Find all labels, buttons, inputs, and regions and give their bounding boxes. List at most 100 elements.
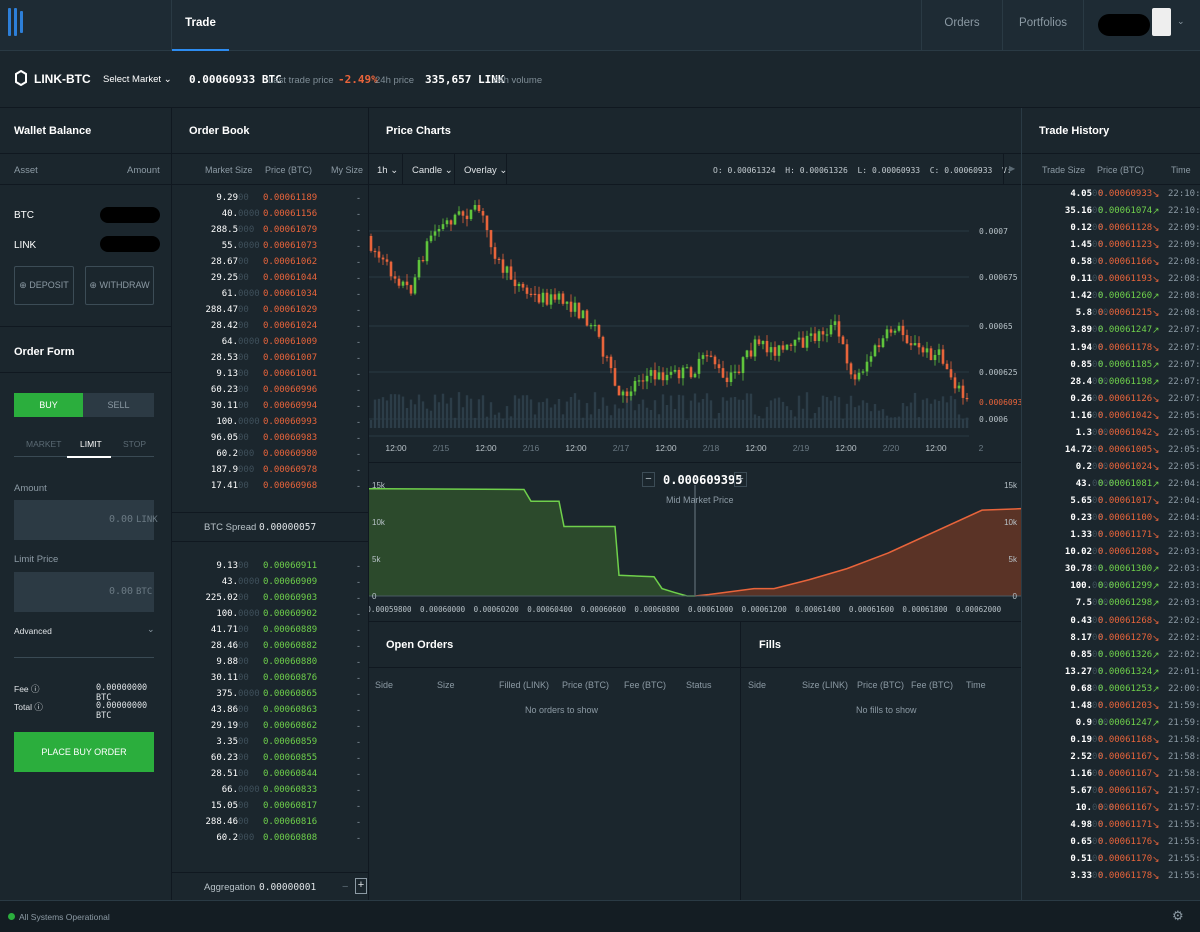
volume-bar xyxy=(373,399,377,428)
limit-price-input[interactable]: 0.00 BTC xyxy=(14,572,154,612)
order-book-row[interactable]: 64. 0000 0.00061009- xyxy=(221,337,360,347)
order-book-row[interactable]: 60.2 000 0.00060808- xyxy=(216,833,360,843)
depth-chart[interactable]: 15k 15k 10k 10k 5k 5k 0 0 0.00059800 0.00060000 0.… xyxy=(369,463,1021,620)
tab-orders[interactable]: Orders xyxy=(944,17,980,29)
depth-zoom-in-button[interactable]: + xyxy=(734,472,747,487)
tab-portfolios[interactable]: Portfolios xyxy=(1019,17,1067,29)
order-book-row[interactable]: 43. 0000 0.00060909- xyxy=(221,577,360,587)
order-book-row[interactable]: 375. 0000 0.00060865- xyxy=(216,689,360,699)
x-tick-label: 12:00 xyxy=(925,443,947,453)
candle xyxy=(953,377,957,389)
chevron-down-icon[interactable]: ⌄ xyxy=(1177,16,1185,26)
amount-input[interactable]: 0.00 LINK xyxy=(14,500,158,540)
advanced-toggle[interactable]: Advanced xyxy=(14,626,52,636)
order-book-row[interactable]: 29.19 00 0.00060862- xyxy=(210,721,360,731)
gear-icon[interactable]: ⚙ xyxy=(1172,908,1184,923)
order-book-row[interactable]: 28.46 00 0.00060882- xyxy=(210,641,360,651)
order-book-row[interactable]: 9.88 00 0.00060880- xyxy=(216,657,360,667)
order-book-row[interactable]: 9.29 00 0.00061189- xyxy=(216,193,360,203)
tab-market[interactable]: MARKET xyxy=(26,439,62,449)
order-book-row[interactable]: 28.42 00 0.00061024- xyxy=(210,321,360,331)
order-book-row[interactable]: 43.86 00 0.00060863- xyxy=(210,705,360,715)
candle xyxy=(433,231,437,236)
order-book-row[interactable]: 100. 0000 0.00060993- xyxy=(216,417,360,427)
order-book-row[interactable]: 9.13 00 0.00061001- xyxy=(216,369,360,379)
select-market-button[interactable]: Select Market ⌄ xyxy=(103,74,172,85)
sell-toggle[interactable]: SELL xyxy=(83,393,154,417)
chart-type-select[interactable]: Candle ⌄ xyxy=(412,165,453,176)
order-book-row[interactable]: 9.13 00 0.00060911- xyxy=(216,561,360,571)
candle xyxy=(653,370,657,380)
order-book-row[interactable]: 61. 0000 0.00061034- xyxy=(221,289,360,299)
volume-bar xyxy=(609,415,613,428)
order-book-row[interactable]: 41.71 00 0.00060889- xyxy=(210,625,360,635)
candlestick-chart[interactable]: 0.0007 0.000675 0.00065 0.000625 0.0006 0.000… xyxy=(369,186,1021,462)
order-book-row[interactable]: 28.67 00 0.00061062- xyxy=(210,257,360,267)
x-tick-label: 2 xyxy=(979,443,984,453)
order-book-row[interactable]: 66. 0000 0.00060833- xyxy=(221,785,360,795)
order-book-row[interactable]: 29.25 00 0.00061044- xyxy=(210,273,360,283)
chevron-down-icon[interactable]: ⌄ xyxy=(147,624,155,634)
total-value: 0.00000000 BTC xyxy=(96,701,148,721)
volume-bar xyxy=(885,415,889,428)
order-book-row[interactable]: 288.47 00 0.00061029- xyxy=(205,305,360,315)
candle xyxy=(649,370,653,376)
order-book-row[interactable]: 60.2 000 0.00060980- xyxy=(216,449,360,459)
candle xyxy=(577,302,581,319)
order-book-row[interactable]: 30.11 00 0.00060876- xyxy=(210,673,360,683)
place-buy-order-button[interactable]: PLACE BUY ORDER xyxy=(14,732,154,772)
order-book-row[interactable]: 55. 0000 0.00061073- xyxy=(221,241,360,251)
buy-toggle[interactable]: BUY xyxy=(14,393,83,417)
candle xyxy=(569,301,573,312)
order-book-row[interactable]: 288.46 00 0.00060816- xyxy=(205,817,360,827)
play-icon[interactable]: ▶ xyxy=(1009,164,1016,173)
withdraw-button[interactable]: ⊕ WITHDRAW xyxy=(85,266,154,305)
candle xyxy=(393,276,397,279)
order-book-row[interactable]: 225.02 00 0.00060903- xyxy=(205,593,360,603)
interval-select[interactable]: 1h ⌄ xyxy=(377,165,399,176)
tab-stop[interactable]: STOP xyxy=(123,439,146,449)
order-book-row[interactable]: 60.23 00 0.00060855- xyxy=(210,753,360,763)
candle xyxy=(885,329,889,339)
user-name-redacted[interactable] xyxy=(1098,14,1150,36)
volume-bar xyxy=(929,403,933,428)
order-book-row[interactable]: 3.35 00 0.00060859- xyxy=(216,737,360,747)
order-book-row[interactable]: 17.41 00 0.00060968- xyxy=(210,481,360,491)
order-book-row[interactable]: 28.53 00 0.00061007- xyxy=(210,353,360,363)
avatar[interactable] xyxy=(1152,8,1171,36)
order-book-row[interactable]: 288.5 000 0.00061079- xyxy=(210,225,360,235)
order-book-row[interactable]: 100. 0000 0.00060902- xyxy=(216,609,360,619)
candle xyxy=(381,257,385,260)
volume-bar xyxy=(653,400,657,428)
trend-arrow-icon: ↘ xyxy=(1152,461,1160,472)
trend-arrow-icon: ↘ xyxy=(1152,427,1160,438)
order-book-row[interactable]: 40. 0000 0.00061156- xyxy=(221,209,360,219)
volume-bar xyxy=(561,414,565,428)
candle xyxy=(477,205,481,212)
overlay-select[interactable]: Overlay ⌄ xyxy=(464,165,508,176)
order-book-row[interactable]: 96.05 00 0.00060983- xyxy=(210,433,360,443)
order-book-title: Order Book xyxy=(172,108,368,154)
candle xyxy=(549,294,553,305)
depth-y-tick: 0 xyxy=(1013,592,1018,601)
aggregation-increase-button[interactable]: + xyxy=(355,878,367,894)
candle xyxy=(473,205,477,210)
app-logo-icon[interactable] xyxy=(8,8,24,36)
order-book-row[interactable]: 30.11 00 0.00060994- xyxy=(210,401,360,411)
tab-limit[interactable]: LIMIT xyxy=(80,439,102,449)
aggregation-decrease-button[interactable]: − xyxy=(342,881,349,893)
volume-bar xyxy=(825,397,829,428)
order-book-row[interactable]: 15.05 00 0.00060817- xyxy=(210,801,360,811)
trend-arrow-icon: ↘ xyxy=(1152,189,1160,199)
candle xyxy=(777,345,781,356)
tab-trade[interactable]: Trade xyxy=(172,0,229,51)
order-book-row[interactable]: 28.51 00 0.00060844- xyxy=(210,769,360,779)
order-book-row[interactable]: 187.9 000 0.00060978- xyxy=(210,465,360,475)
deposit-button[interactable]: ⊕ DEPOSIT xyxy=(14,266,74,305)
depth-zoom-out-button[interactable]: − xyxy=(642,472,655,487)
order-book-row[interactable]: 60.23 00 0.00060996- xyxy=(210,385,360,395)
